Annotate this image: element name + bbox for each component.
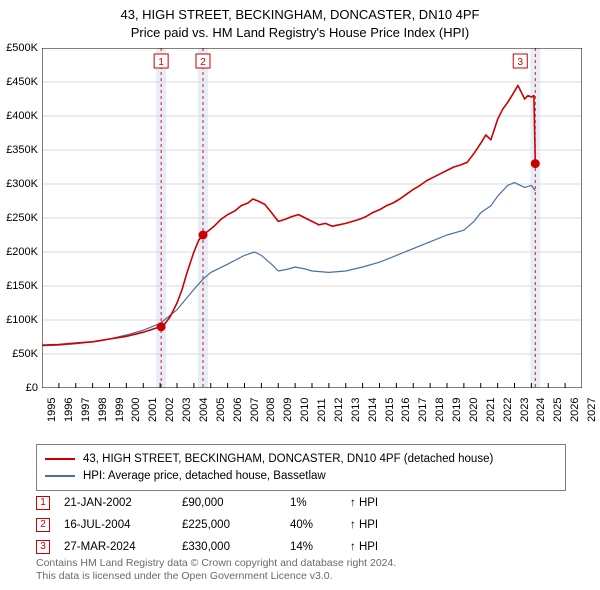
x-tick-label: 2024 <box>535 398 547 422</box>
x-tick-label: 2008 <box>265 398 277 422</box>
x-tick-label: 2016 <box>400 398 412 422</box>
sale-row: 3 27-MAR-2024£330,00014%↑ HPI <box>36 536 566 558</box>
up-arrow-icon: ↑ <box>350 541 356 553</box>
sale-marker-icon: 1 <box>36 496 50 510</box>
y-tick-label: £0 <box>26 382 38 394</box>
x-tick-label: 2011 <box>316 398 328 422</box>
x-tick-label: 1996 <box>63 398 75 422</box>
sale-row: 2 16-JUL-2004£225,00040%↑ HPI <box>36 514 566 536</box>
x-tick-label: 2025 <box>552 398 564 422</box>
sale-pct: 40% <box>290 519 350 531</box>
sale-date: 16-JUL-2004 <box>64 519 182 531</box>
legend-label-property: 43, HIGH STREET, BECKINGHAM, DONCASTER, … <box>83 453 493 465</box>
attribution-footer: Contains HM Land Registry data © Crown c… <box>36 557 396 584</box>
y-axis-labels: £0£50K£100K£150K£200K£250K£300K£350K£400… <box>0 48 42 388</box>
svg-text:1: 1 <box>158 57 164 68</box>
up-arrow-icon: ↑ <box>350 519 356 531</box>
x-tick-label: 2023 <box>519 398 531 422</box>
y-tick-label: £400K <box>6 110 38 122</box>
sale-marker-icon: 3 <box>36 540 50 554</box>
sale-pct: 14% <box>290 541 350 553</box>
price-chart-card: { "title_line1": "43, HIGH STREET, BECKI… <box>0 0 600 590</box>
x-tick-label: 2015 <box>384 398 396 422</box>
sale-row: 1 21-JAN-2002£90,0001%↑ HPI <box>36 492 566 514</box>
x-tick-label: 2002 <box>164 398 176 422</box>
sale-hpi: ↑ HPI <box>350 519 430 531</box>
y-tick-label: £300K <box>6 178 38 190</box>
sale-date: 27-MAR-2024 <box>64 541 182 553</box>
chart-titles: 43, HIGH STREET, BECKINGHAM, DONCASTER, … <box>0 0 600 41</box>
footer-line-2: This data is licensed under the Open Gov… <box>36 570 396 584</box>
x-tick-label: 2017 <box>417 398 429 422</box>
sale-price: £330,000 <box>182 541 290 553</box>
footer-line-1: Contains HM Land Registry data © Crown c… <box>36 557 396 571</box>
x-tick-label: 2020 <box>468 398 480 422</box>
y-tick-label: £350K <box>6 144 38 156</box>
x-axis-labels: 1995 1996 1997 1998 1999 2000 2001 2002 2003 2004… <box>42 388 582 442</box>
x-tick-label: 2007 <box>249 398 261 422</box>
sale-hpi: ↑ HPI <box>350 541 430 553</box>
y-tick-label: £250K <box>6 212 38 224</box>
x-tick-label: 2026 <box>569 398 581 422</box>
x-tick-label: 2010 <box>299 398 311 422</box>
x-tick-label: 2012 <box>333 398 345 422</box>
x-tick-label: 1995 <box>46 398 58 422</box>
x-tick-label: 1998 <box>97 398 109 422</box>
x-tick-label: 2019 <box>451 398 463 422</box>
x-tick-label: 2022 <box>502 398 514 422</box>
x-tick-label: 1999 <box>114 398 126 422</box>
legend-row-hpi: HPI: Average price, detached house, Bass… <box>45 467 557 484</box>
legend-row-property: 43, HIGH STREET, BECKINGHAM, DONCASTER, … <box>45 450 557 467</box>
legend: 43, HIGH STREET, BECKINGHAM, DONCASTER, … <box>36 444 566 491</box>
x-tick-label: 2009 <box>282 398 294 422</box>
x-tick-label: 2021 <box>485 398 497 422</box>
sale-hpi: ↑ HPI <box>350 497 430 509</box>
y-tick-label: £150K <box>6 280 38 292</box>
x-tick-label: 2006 <box>232 398 244 422</box>
sales-table: 121-JAN-2002£90,0001%↑ HPI216-JUL-2004£2… <box>36 492 566 558</box>
y-tick-label: £450K <box>6 76 38 88</box>
x-tick-label: 2027 <box>586 398 598 422</box>
svg-text:2: 2 <box>200 57 206 68</box>
sale-price: £225,000 <box>182 519 290 531</box>
y-tick-label: £100K <box>6 314 38 326</box>
sale-price: £90,000 <box>182 497 290 509</box>
y-tick-label: £50K <box>12 348 38 360</box>
x-tick-label: 2001 <box>147 398 159 422</box>
sale-marker-icon: 2 <box>36 518 50 532</box>
x-tick-label: 2005 <box>215 398 227 422</box>
sale-pct: 1% <box>290 497 350 509</box>
x-tick-label: 2013 <box>350 398 362 422</box>
chart-svg: 1 2 3 <box>42 48 582 388</box>
x-tick-label: 2014 <box>367 398 379 422</box>
x-tick-label: 2004 <box>198 398 210 422</box>
legend-swatch-hpi <box>45 475 75 477</box>
chart-title-subtitle: Price paid vs. HM Land Registry's House … <box>0 24 600 42</box>
x-tick-label: 2018 <box>434 398 446 422</box>
legend-swatch-property <box>45 458 75 460</box>
x-tick-label: 2003 <box>181 398 193 422</box>
up-arrow-icon: ↑ <box>350 497 356 509</box>
chart-title-address: 43, HIGH STREET, BECKINGHAM, DONCASTER, … <box>0 6 600 24</box>
y-tick-label: £500K <box>6 42 38 54</box>
y-tick-label: £200K <box>6 246 38 258</box>
x-tick-label: 2000 <box>130 398 142 422</box>
svg-text:3: 3 <box>517 57 523 68</box>
legend-label-hpi: HPI: Average price, detached house, Bass… <box>83 470 326 482</box>
sale-date: 21-JAN-2002 <box>64 497 182 509</box>
chart-plot-area: 1 2 3 <box>42 48 582 388</box>
x-tick-label: 1997 <box>80 398 92 422</box>
